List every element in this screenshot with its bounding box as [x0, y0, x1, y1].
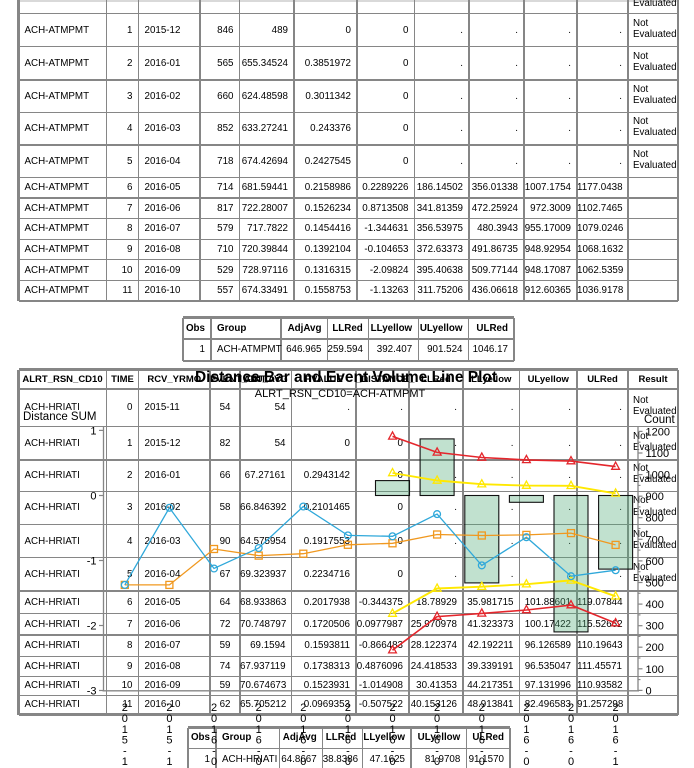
svg-text:0: 0	[256, 756, 262, 768]
svg-text:2: 2	[479, 702, 485, 714]
svg-text:-1: -1	[87, 556, 97, 568]
svg-text:0: 0	[300, 756, 306, 768]
svg-text:0: 0	[479, 713, 485, 725]
svg-text:0: 0	[479, 756, 485, 768]
svg-text:6: 6	[523, 735, 529, 747]
svg-text:2: 2	[613, 702, 619, 714]
svg-text:400: 400	[646, 599, 664, 611]
svg-text:0: 0	[613, 713, 619, 725]
svg-text:1: 1	[166, 756, 172, 768]
svg-text:0: 0	[256, 713, 262, 725]
svg-text:2: 2	[389, 702, 395, 714]
svg-text:-: -	[257, 745, 261, 757]
svg-text:2: 2	[256, 702, 262, 714]
svg-text:2: 2	[122, 702, 128, 714]
svg-text:0: 0	[646, 685, 652, 697]
svg-text:0: 0	[568, 756, 574, 768]
svg-text:5: 5	[122, 735, 128, 747]
svg-text:1: 1	[568, 724, 574, 736]
svg-text:100: 100	[646, 664, 664, 676]
svg-text:-: -	[301, 745, 305, 757]
svg-text:1: 1	[345, 724, 351, 736]
svg-text:0: 0	[523, 713, 529, 725]
svg-text:1200: 1200	[646, 426, 670, 438]
svg-text:-2: -2	[87, 621, 97, 633]
svg-text:1100: 1100	[646, 448, 670, 460]
svg-text:-: -	[123, 745, 127, 757]
svg-text:6: 6	[389, 735, 395, 747]
svg-text:900: 900	[646, 491, 664, 503]
svg-text:2: 2	[345, 702, 351, 714]
svg-text:2: 2	[568, 702, 574, 714]
svg-text:2: 2	[166, 702, 172, 714]
svg-text:0: 0	[434, 756, 440, 768]
svg-text:1: 1	[90, 425, 96, 437]
svg-text:-: -	[569, 745, 573, 757]
svg-text:0: 0	[345, 713, 351, 725]
svg-text:0: 0	[389, 756, 395, 768]
svg-text:700: 700	[646, 534, 664, 546]
svg-text:-3: -3	[87, 686, 97, 698]
svg-text:500: 500	[646, 578, 664, 590]
svg-text:1: 1	[166, 724, 172, 736]
svg-text:0: 0	[345, 756, 351, 768]
svg-text:6: 6	[300, 735, 306, 747]
svg-text:1000: 1000	[646, 470, 670, 482]
svg-text:1: 1	[256, 724, 262, 736]
svg-text:600: 600	[646, 556, 664, 568]
svg-text:6: 6	[345, 735, 351, 747]
svg-text:1: 1	[479, 724, 485, 736]
svg-text:-: -	[480, 745, 484, 757]
svg-text:1: 1	[300, 724, 306, 736]
svg-text:1: 1	[211, 724, 217, 736]
svg-text:-: -	[614, 745, 618, 757]
svg-text:2: 2	[523, 702, 529, 714]
svg-text:6: 6	[613, 735, 619, 747]
svg-text:1: 1	[613, 724, 619, 736]
svg-text:1: 1	[389, 724, 395, 736]
svg-text:0: 0	[568, 713, 574, 725]
svg-text:-: -	[435, 745, 439, 757]
svg-text:6: 6	[479, 735, 485, 747]
svg-text:0: 0	[211, 756, 217, 768]
svg-text:6: 6	[256, 735, 262, 747]
svg-text:0: 0	[122, 713, 128, 725]
svg-text:5: 5	[166, 735, 172, 747]
svg-text:200: 200	[646, 642, 664, 654]
svg-text:1: 1	[613, 756, 619, 768]
svg-text:1: 1	[434, 724, 440, 736]
svg-text:0: 0	[434, 713, 440, 725]
svg-text:1: 1	[122, 724, 128, 736]
svg-text:0: 0	[211, 713, 217, 725]
svg-text:0: 0	[300, 713, 306, 725]
svg-text:0: 0	[90, 491, 96, 503]
svg-text:1: 1	[523, 724, 529, 736]
svg-text:1: 1	[122, 756, 128, 768]
svg-text:6: 6	[568, 735, 574, 747]
svg-text:0: 0	[389, 713, 395, 725]
svg-text:2: 2	[211, 702, 217, 714]
svg-text:-: -	[168, 745, 172, 757]
svg-text:6: 6	[211, 735, 217, 747]
svg-text:-: -	[391, 745, 395, 757]
svg-text:2: 2	[300, 702, 306, 714]
svg-text:6: 6	[434, 735, 440, 747]
svg-text:0: 0	[166, 713, 172, 725]
svg-text:0: 0	[523, 756, 529, 768]
svg-text:-: -	[346, 745, 350, 757]
svg-text:800: 800	[646, 513, 664, 525]
svg-text:-: -	[525, 745, 529, 757]
svg-text:2: 2	[434, 702, 440, 714]
svg-text:-: -	[212, 745, 216, 757]
svg-text:300: 300	[646, 621, 664, 633]
